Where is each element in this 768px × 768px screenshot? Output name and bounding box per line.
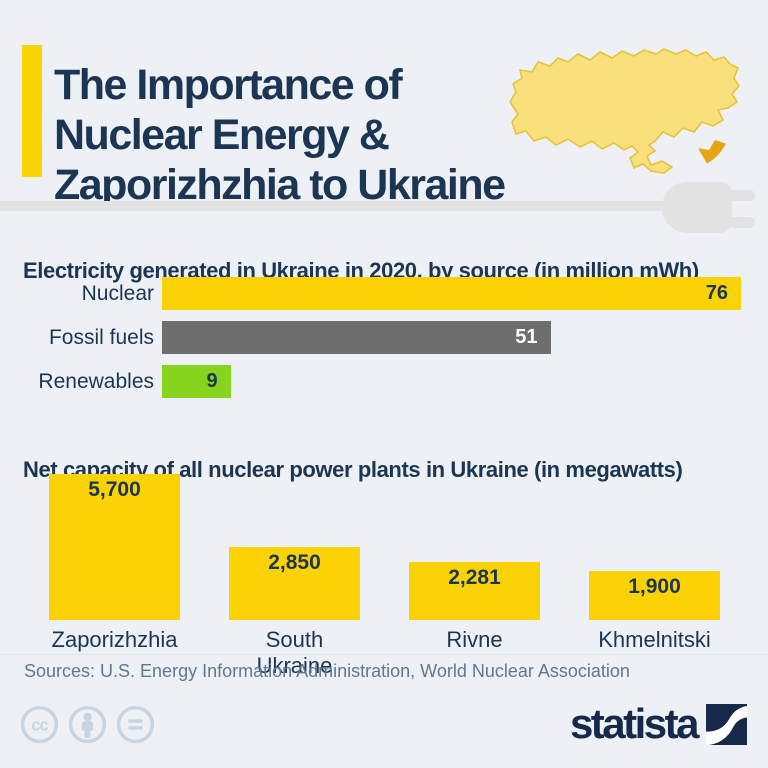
statista-swoosh-icon	[706, 703, 747, 745]
vertical-bar-chart: 5,700 2,850 2,281 1,900 Zaporizhzhia South Uk…	[49, 474, 721, 679]
attribution-icon	[68, 705, 107, 744]
svg-text:cc: cc	[31, 717, 48, 735]
plug-prong-top	[728, 190, 755, 201]
bar-category-label: South Ukraine	[256, 627, 333, 678]
bar-category-label: Renewables	[38, 369, 154, 393]
license-icons: cc	[19, 704, 156, 745]
column-plot: 5,700 2,850 2,281 1,900	[49, 474, 721, 620]
bar: 2,850	[229, 547, 360, 620]
power-cord	[0, 201, 674, 211]
sources-note: Sources: U.S. Energy Information Adminis…	[24, 661, 630, 681]
bar-value-label: 51	[515, 326, 538, 348]
title-accent-bar	[22, 45, 42, 177]
ukraine-outline	[509, 48, 740, 174]
bar-category-label: Fossil fuels	[48, 325, 154, 349]
horizontal-bar-chart: Nuclear 76 Fossil fuels 51 Renewables 9	[24, 277, 741, 409]
bar-track: 9	[162, 365, 741, 398]
column: 1,900	[589, 474, 720, 620]
column: 5,700	[49, 474, 180, 620]
column: 2,281	[409, 474, 540, 620]
plug-prong-bottom	[728, 217, 755, 228]
bar-category-label: Rivne	[446, 627, 503, 652]
bar-value-label: 2,281	[448, 566, 501, 589]
bar-category-label: Khmelnitski	[598, 627, 711, 652]
bar: 51	[162, 321, 551, 354]
equals-icon	[116, 705, 155, 744]
bar-row: Renewables 9	[24, 365, 741, 398]
cc-icon: cc	[20, 705, 59, 744]
bar-track: 51	[162, 321, 741, 354]
bar: 1,900	[589, 571, 720, 620]
bar-row: Fossil fuels 51	[24, 321, 741, 354]
column: 2,850	[229, 474, 360, 620]
footer-divider	[0, 654, 768, 655]
power-plug-icon	[662, 182, 732, 233]
bar: 5,700	[49, 474, 180, 620]
bar-category-label: Nuclear	[81, 281, 154, 305]
column-labels: Zaporizhzhia South Ukraine Rivne Khmelnitsk…	[49, 627, 721, 679]
statista-logo: statista	[570, 702, 747, 746]
bar-value-label: 5,700	[88, 478, 141, 501]
bar-value-label: 9	[206, 370, 218, 392]
statista-wordmark: statista	[569, 700, 700, 747]
bar-category-label: Zaporizhzhia	[51, 627, 178, 652]
bar: 9	[162, 365, 231, 398]
bar: 76	[162, 277, 741, 310]
ukraine-map-icon	[509, 48, 740, 174]
bar-value-label: 2,850	[268, 551, 321, 574]
bar-track: 76	[162, 277, 741, 310]
bar-value-label: 1,900	[628, 575, 681, 598]
bar-row: Nuclear 76	[24, 277, 741, 310]
bar: 2,281	[409, 562, 540, 620]
bar-value-label: 76	[705, 282, 728, 304]
page-title: The Importance of Nuclear Energy & Zapor…	[54, 60, 506, 209]
